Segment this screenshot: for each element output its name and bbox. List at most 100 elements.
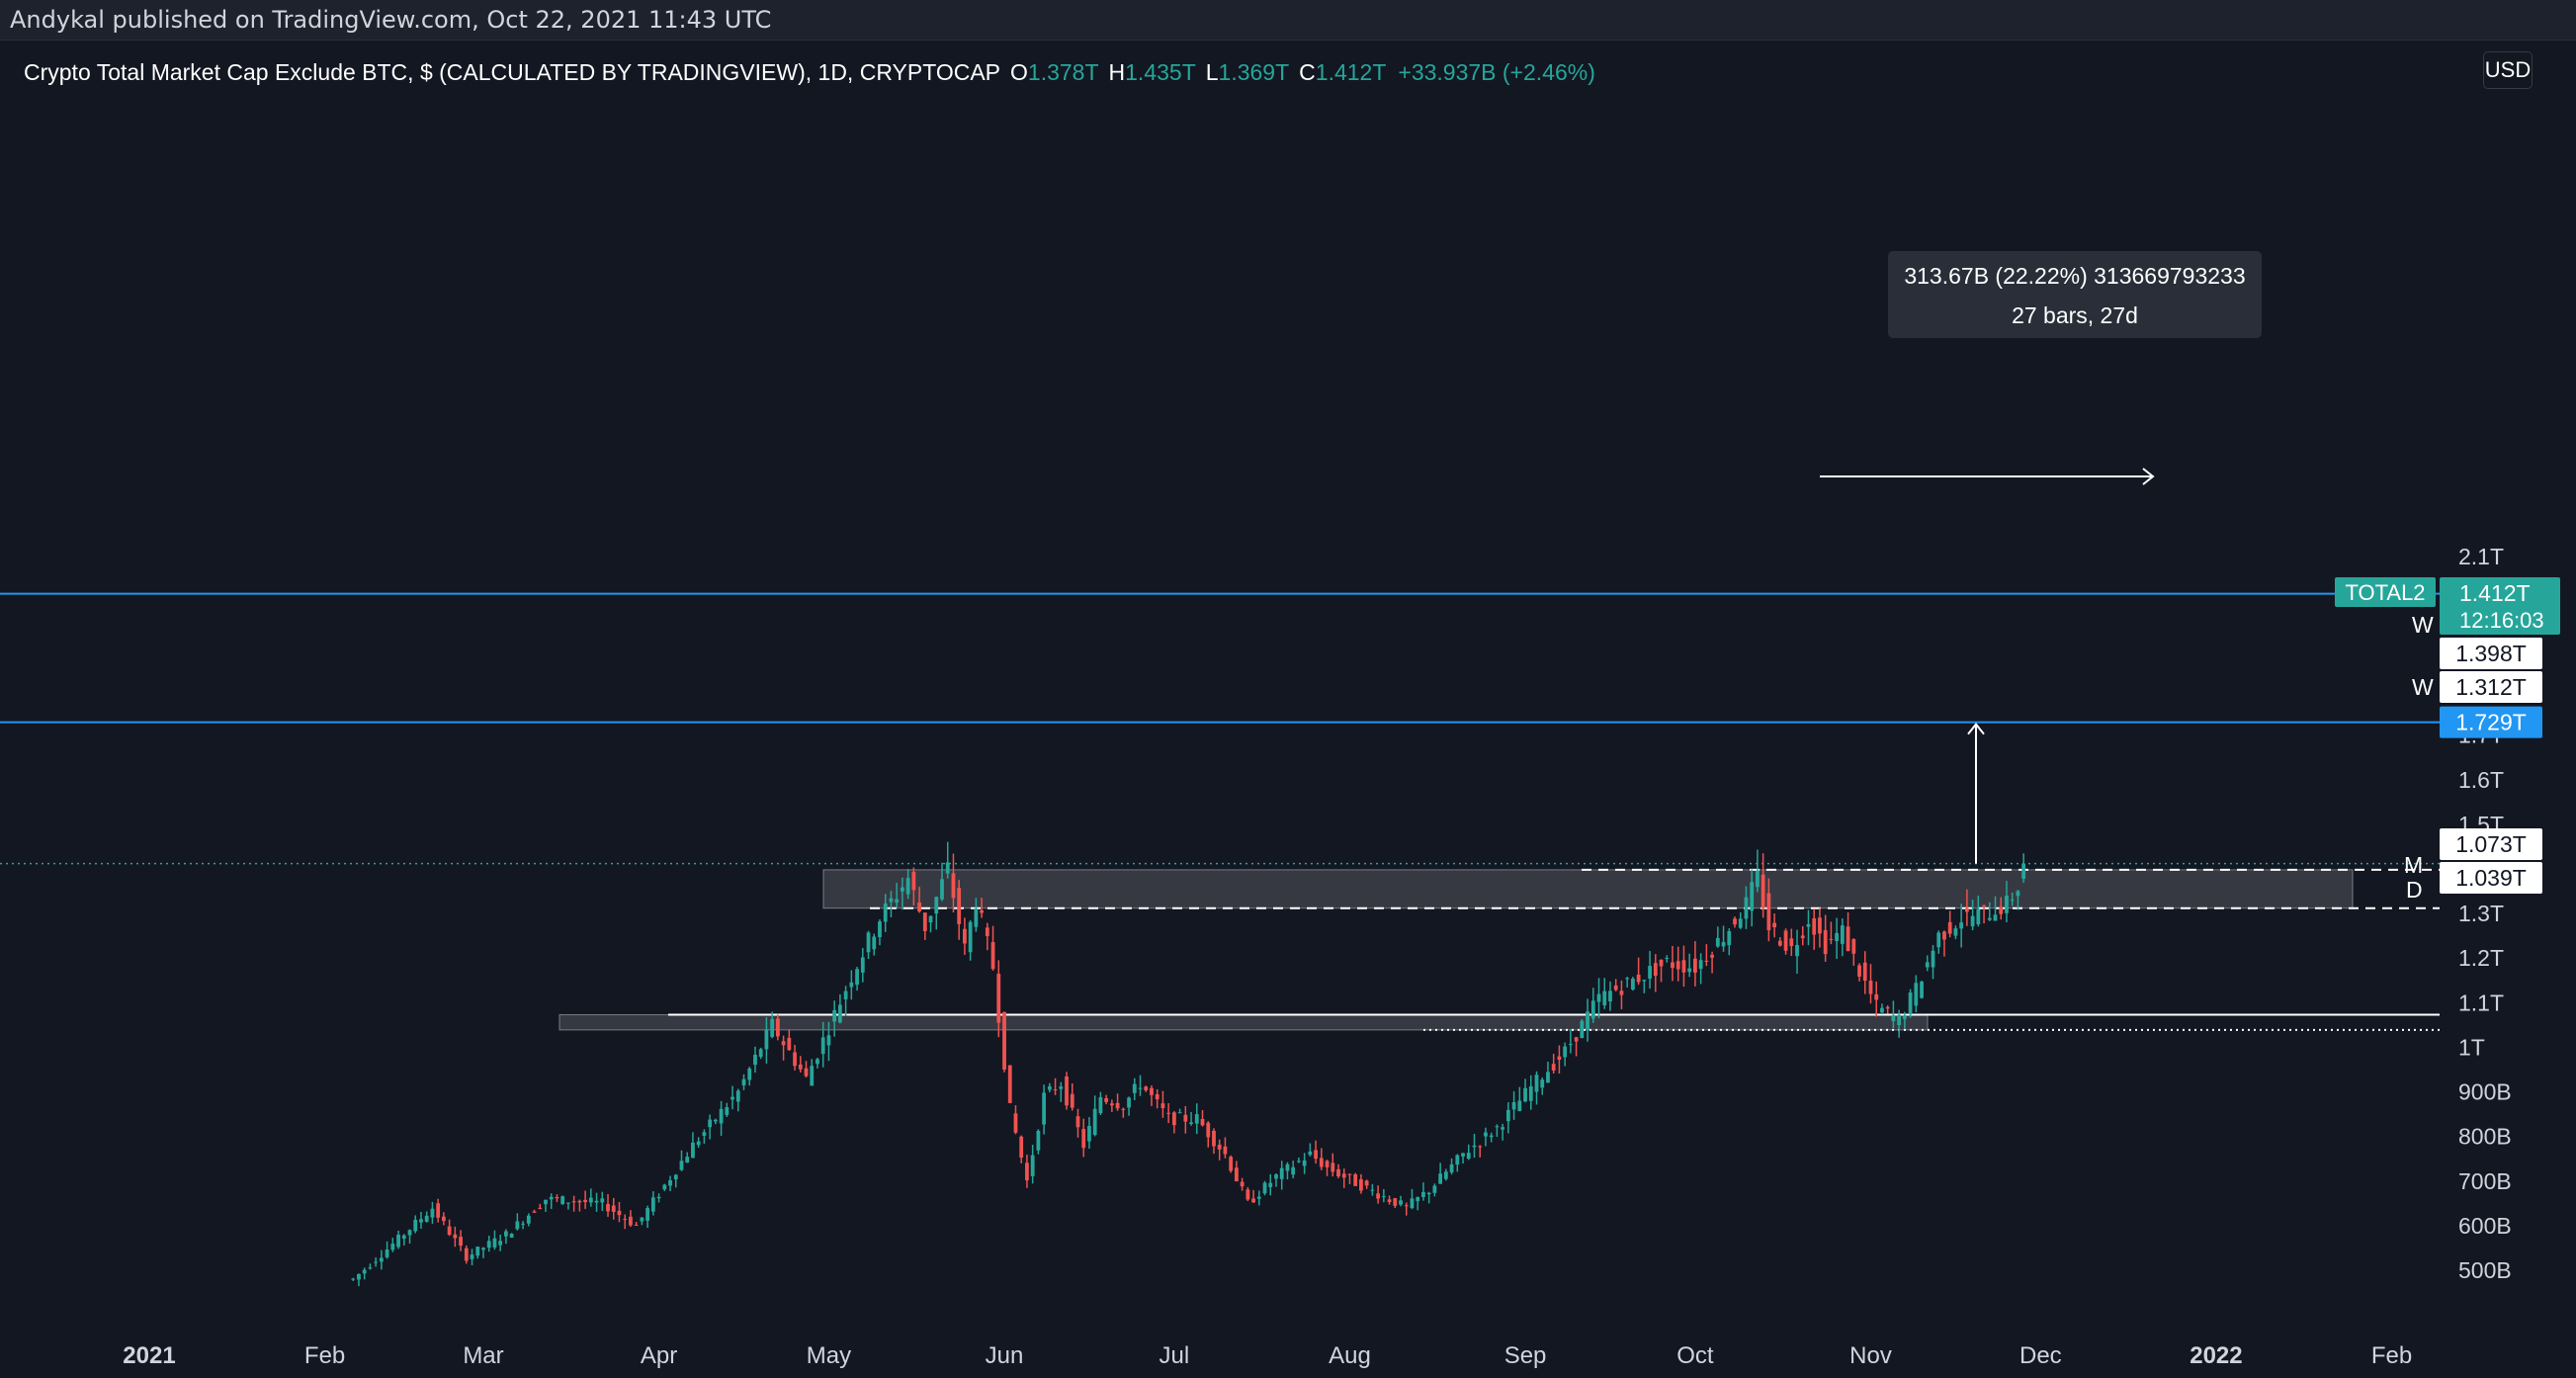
candle-body [1880, 1007, 1884, 1013]
candle-body [560, 1196, 565, 1205]
candle-body [1829, 938, 1834, 940]
candle-body [368, 1267, 373, 1269]
close-label: C [1299, 59, 1316, 85]
candle-body [441, 1216, 446, 1222]
candle-body [1505, 1109, 1510, 1122]
price-axis-tick: 700B [2458, 1168, 2512, 1194]
candle-body [764, 1029, 769, 1050]
candle-body [600, 1198, 605, 1203]
time-axis-tick: Nov [1849, 1342, 1892, 1369]
currency-button[interactable]: USD [2483, 51, 2533, 89]
candle-body [855, 969, 859, 986]
high-label: H [1108, 59, 1126, 85]
candle-body [606, 1203, 610, 1212]
candle-body [1376, 1193, 1381, 1199]
candle-body [623, 1219, 628, 1221]
candle-body [713, 1119, 718, 1122]
candle-body [1964, 907, 1969, 912]
candle-body [775, 1018, 780, 1037]
candle-body [996, 974, 1001, 1023]
candle-body [645, 1208, 650, 1221]
candle-body [640, 1217, 644, 1222]
candle-body [1251, 1198, 1255, 1203]
candle-body [1760, 874, 1765, 908]
candle-body [1194, 1114, 1199, 1124]
candle-body [583, 1199, 588, 1202]
candle-body [1285, 1163, 1290, 1171]
measure-arrow-head-right [2142, 468, 2155, 485]
candle-body [1245, 1189, 1250, 1200]
close-value: 1.412T [1315, 59, 1387, 85]
candle-body [1999, 906, 2004, 914]
candle-body [1399, 1200, 1403, 1205]
candle-body [866, 932, 871, 953]
support-zone [558, 1014, 1929, 1031]
candle-body [1602, 990, 1607, 1005]
zone-top-price-tag [2440, 638, 2542, 669]
candle-body [532, 1211, 537, 1213]
candle-body [1675, 961, 1680, 970]
candle-body [571, 1201, 576, 1203]
candle-body [1155, 1093, 1159, 1100]
candle-body [1619, 990, 1624, 995]
candle-body [1546, 1072, 1550, 1083]
candle-body [1766, 893, 1771, 931]
candle-body [1586, 1011, 1589, 1031]
candle-body [1115, 1102, 1120, 1109]
open-value: 1.378T [1027, 59, 1099, 85]
candle-body [1857, 965, 1861, 977]
candle-body [1087, 1125, 1091, 1142]
candle-body [1698, 960, 1703, 970]
candle-body [1484, 1132, 1488, 1137]
candle-body [1931, 950, 1935, 968]
candle-body [860, 957, 865, 973]
candle-body [901, 887, 904, 892]
hline-price-label: 1.729T [2455, 710, 2527, 735]
candle-body [549, 1196, 554, 1200]
candle-body [617, 1210, 622, 1216]
candle-body [1262, 1182, 1267, 1194]
candle-body [719, 1108, 724, 1124]
candle-body [804, 1068, 809, 1077]
candle-body [1642, 980, 1647, 982]
candle-body [691, 1142, 695, 1159]
candle-body [1183, 1114, 1188, 1122]
candle-body [1557, 1056, 1562, 1061]
candle-body [816, 1059, 819, 1065]
candle-body [1897, 1014, 1902, 1026]
candle-body [1540, 1079, 1545, 1088]
candle-body [419, 1219, 423, 1223]
time-axis-tick: Feb [2371, 1342, 2412, 1369]
change-value: +33.937B (+2.46%) [1398, 59, 1595, 85]
candle-body [1534, 1075, 1539, 1092]
candle-body [436, 1203, 441, 1218]
candle-body [1013, 1113, 1018, 1133]
candle-body [1291, 1166, 1296, 1175]
price-chart[interactable]: 313.67B (22.22%) 313669793233 27 bars, 27… [0, 41, 2576, 1378]
candle-body [1229, 1157, 1234, 1171]
candle-body [515, 1221, 520, 1230]
candle-body [889, 898, 894, 903]
candle-body [753, 1054, 757, 1066]
candle-body [1648, 966, 1652, 979]
time-axis-tick: May [807, 1342, 851, 1369]
candle-body [1302, 1160, 1307, 1166]
candle-body [1217, 1145, 1222, 1150]
time-axis-tick: Sep [1504, 1342, 1547, 1369]
candle-body [1432, 1185, 1437, 1193]
candle-body [1789, 938, 1794, 947]
candle-body [793, 1052, 797, 1067]
candle-body [968, 921, 973, 953]
candle-body [1868, 981, 1873, 994]
zone-top-price-label: 1.398T [2455, 641, 2527, 666]
candle-body [895, 899, 900, 904]
price-axis-tick: 800B [2458, 1124, 2512, 1150]
candle-body [390, 1244, 395, 1250]
candle-body [679, 1161, 684, 1170]
low-label: L [1205, 59, 1219, 85]
level-bottom-price-tag [2440, 862, 2542, 894]
hline-price-tag [2440, 706, 2542, 738]
candle-body [486, 1241, 491, 1249]
candle-body [2005, 896, 2009, 913]
level-top-timeframe: M [2404, 852, 2423, 878]
